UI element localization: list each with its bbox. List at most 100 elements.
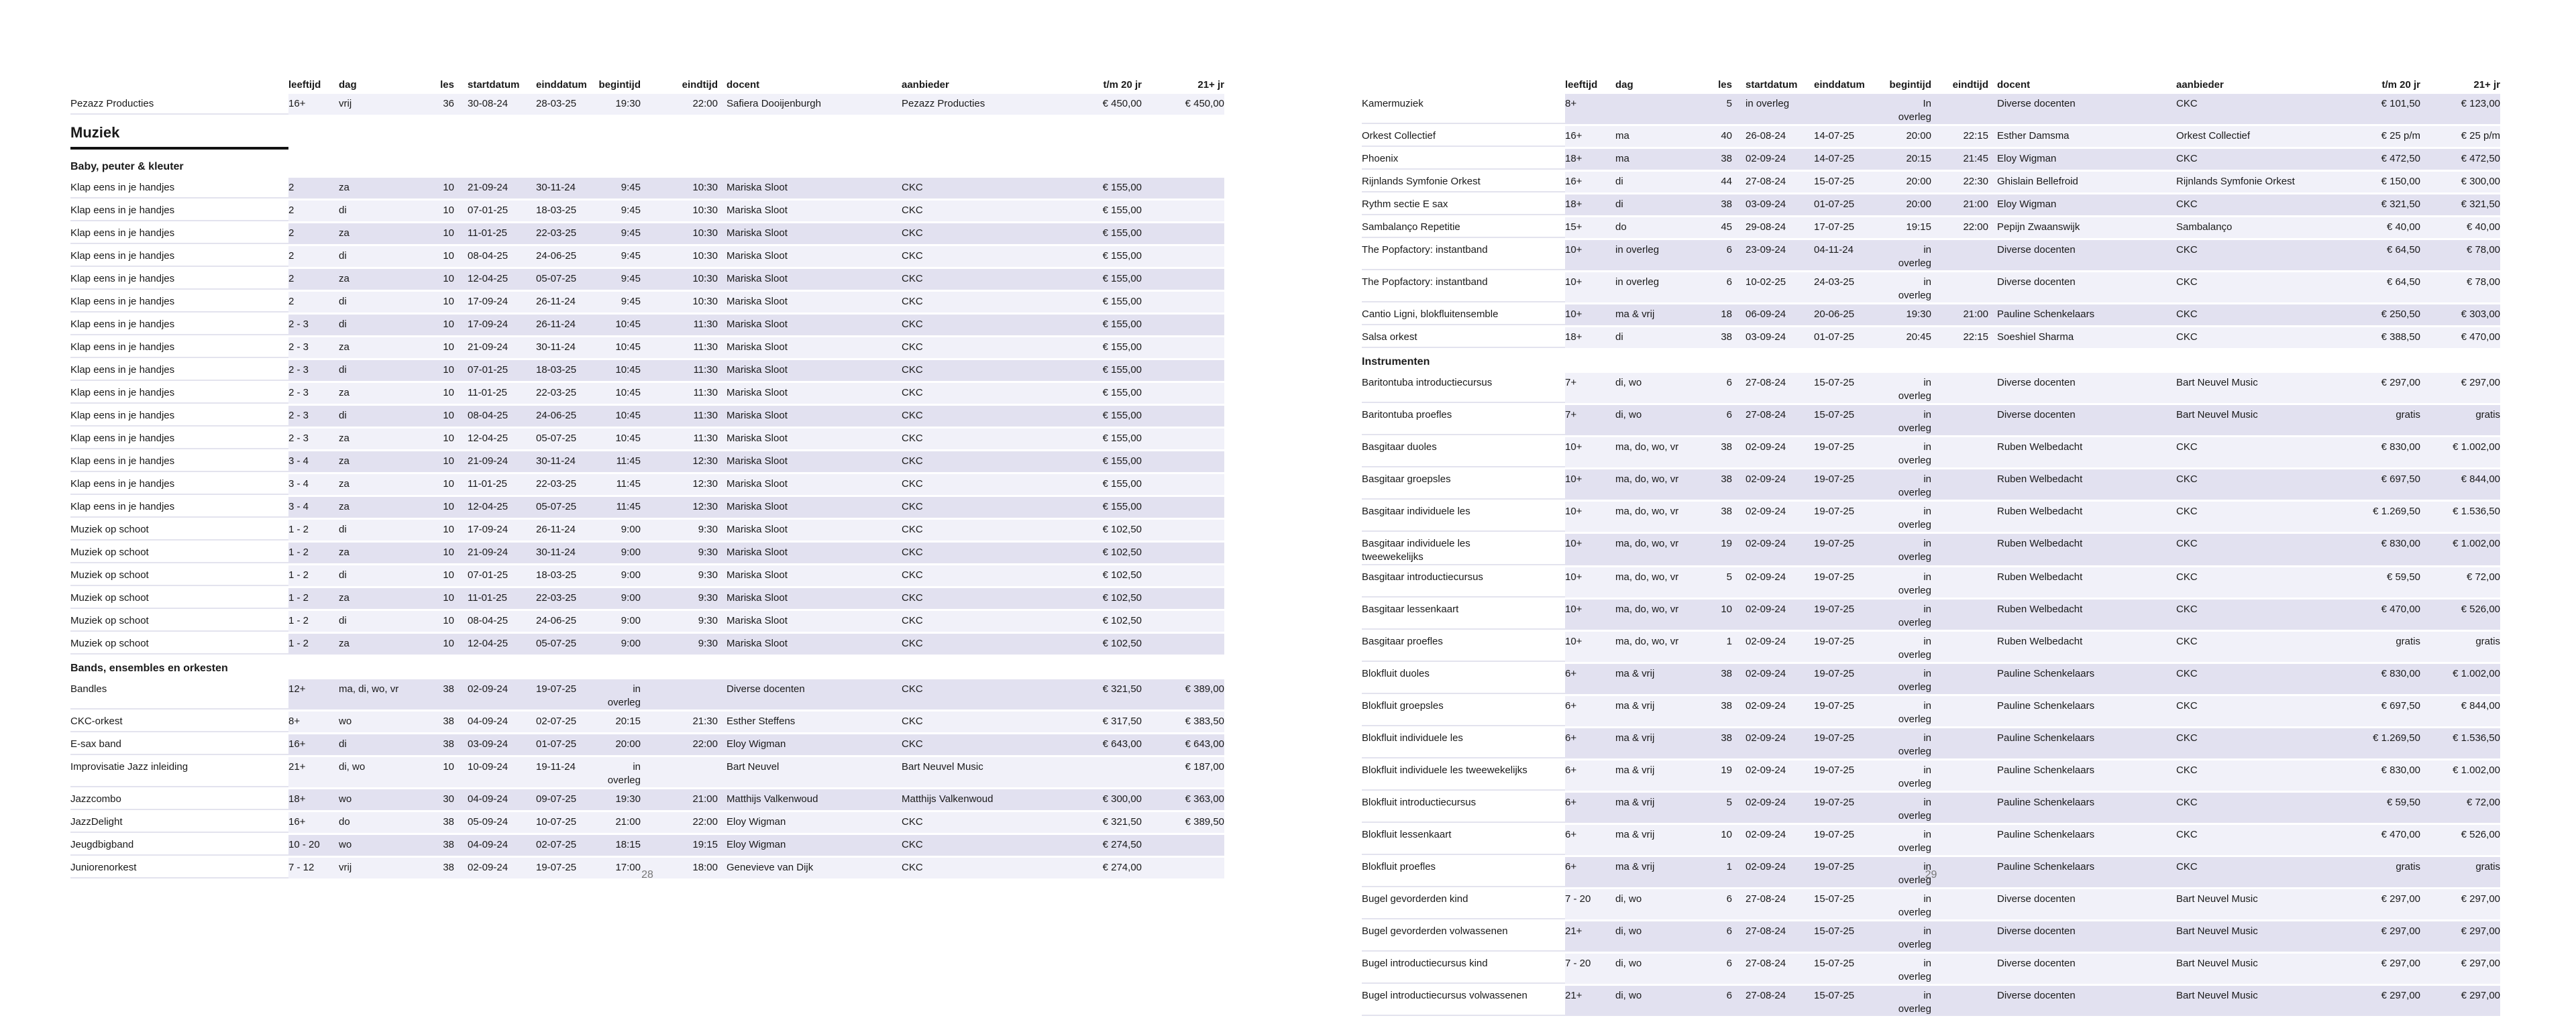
course-name-cell: Klap eens in je handjes <box>70 246 288 267</box>
table-cell: 11:30 <box>646 429 723 449</box>
table-cell: € 526,00 <box>2420 600 2500 630</box>
course-row: Muziek op schoot 1 - 2 za 10 11-01-25 22-03-2… <box>70 588 1224 609</box>
table-cell: 15-07-25 <box>1811 889 1888 919</box>
table-cell: Diverse docenten <box>1994 921 2174 952</box>
table-cell: dag <box>1615 79 1633 91</box>
table-cell: gratis <box>2420 632 2500 662</box>
table-cell: 22:00 <box>646 734 723 755</box>
table-cell <box>1937 534 1994 565</box>
table-cell: aanbieder <box>2176 79 2224 91</box>
table-cell: 21-09-24 <box>460 543 533 563</box>
table-cell: in overleg <box>1888 696 1937 726</box>
table-cell: € 155,00 <box>1031 337 1142 358</box>
table-cell: 19-07-25 <box>1811 664 1888 694</box>
table-cell: ma & vrij <box>1615 304 1690 325</box>
table-cell: Bart Neuvel Music <box>2174 921 2311 952</box>
table-cell: ma & vrij <box>1615 728 1690 758</box>
table-cell: 10 <box>417 201 460 221</box>
table-cell: 6+ <box>1565 857 1615 887</box>
table-cell: di <box>339 734 417 755</box>
table-cell: za <box>339 223 417 244</box>
table-cell: 2 - 3 <box>288 406 339 427</box>
course-row: Bugel introductiecursus volwassenen 21+ di… <box>1362 986 2500 1016</box>
table-cell <box>1937 857 1994 887</box>
table-cell: ma & vrij <box>1615 664 1690 694</box>
table-cell: € 844,00 <box>2420 696 2500 726</box>
table-cell: Mariska Sloot <box>723 292 899 313</box>
table-cell: 17-09-24 <box>460 520 533 541</box>
table-cell <box>1142 292 1224 313</box>
table-cell: za <box>339 497 417 518</box>
table-cell: € 297,00 <box>2311 986 2420 1016</box>
table-cell <box>1937 696 1994 726</box>
table-cell: 19-07-25 <box>533 679 597 710</box>
table-cell: 10:30 <box>646 178 723 199</box>
catalog-page-left: leeftijd dag les startdatum einddatum beginti… <box>70 75 1224 881</box>
table-cell: € 155,00 <box>1031 451 1142 472</box>
table-cell <box>1937 94 1994 124</box>
course-row: Phoenix 18+ ma 38 02-09-24 14-07-25 20:15 21:45… <box>1362 149 2500 170</box>
table-cell: wo <box>339 712 417 732</box>
table-cell: CKC <box>899 292 1031 313</box>
table-cell <box>1142 634 1224 655</box>
table-cell: 36 <box>417 94 460 115</box>
table-cell: € 64,50 <box>2311 240 2420 270</box>
table-cell: ma & vrij <box>1615 857 1690 887</box>
table-cell: Mariska Sloot <box>723 451 899 472</box>
table-cell: € 363,00 <box>1142 789 1224 810</box>
table-cell: CKC <box>899 178 1031 199</box>
table-cell: 10 - 20 <box>288 835 339 856</box>
table-cell: di, wo <box>1615 373 1690 403</box>
table-cell: 02-09-24 <box>460 679 533 710</box>
table-cell: 6 <box>1690 954 1737 984</box>
course-name-cell: Phoenix <box>1362 149 1565 170</box>
table-cell: 15-07-25 <box>1811 921 1888 952</box>
table-cell: begintijd <box>1889 79 1932 91</box>
table-cell: 19-07-25 <box>533 858 597 879</box>
table-cell: 1 - 2 <box>288 588 339 609</box>
table-cell: 02-09-24 <box>1737 696 1811 726</box>
table-cell: € 389,50 <box>1142 812 1224 833</box>
table-cell: 07-01-25 <box>460 201 533 221</box>
table-cell: € 643,00 <box>1031 734 1142 755</box>
table-cell: 11:30 <box>646 360 723 381</box>
table-cell <box>1937 664 1994 694</box>
course-name-cell: CKC-orkest <box>70 712 288 732</box>
course-row: Basgitaar proefles 10+ ma, do, wo, vr 1 02-0… <box>1362 632 2500 662</box>
table-cell: 6 <box>1690 921 1737 952</box>
table-cell: € 830,00 <box>2311 760 2420 791</box>
table-cell: Mariska Sloot <box>723 201 899 221</box>
table-cell: 22-03-25 <box>533 588 597 609</box>
table-cell: CKC <box>899 712 1031 732</box>
course-name-cell: Klap eens in je handjes <box>70 223 288 244</box>
table-cell: 12-04-25 <box>460 269 533 290</box>
table-cell: 9:30 <box>646 565 723 586</box>
table-cell: aanbieder <box>902 79 949 91</box>
table-cell: 02-09-24 <box>1737 857 1811 887</box>
table-cell: 1 <box>1690 857 1737 887</box>
table-cell: 27-08-24 <box>1737 954 1811 984</box>
table-cell: € 274,50 <box>1031 835 1142 856</box>
table-cell: di, wo <box>1615 889 1690 919</box>
table-cell: wo <box>339 789 417 810</box>
course-name-cell: Rijnlands Symfonie Orkest <box>1362 172 1565 192</box>
table-cell: 02-09-24 <box>1737 825 1811 855</box>
table-cell: 1 - 2 <box>288 520 339 541</box>
table-cell: Mariska Sloot <box>723 565 899 586</box>
table-cell: 3 - 4 <box>288 474 339 495</box>
table-cell: 30-11-24 <box>533 337 597 358</box>
table-cell: 02-09-24 <box>1737 502 1811 532</box>
table-cell: 27-08-24 <box>1737 921 1811 952</box>
table-cell: gratis <box>2311 405 2420 435</box>
table-cell: Genevieve van Dijk <box>723 858 899 879</box>
table-cell: 22:30 <box>1937 172 1994 192</box>
table-cell: 21-09-24 <box>460 337 533 358</box>
table-cell: 02-09-24 <box>1737 760 1811 791</box>
table-cell: Ruben Welbedacht <box>1994 534 2174 565</box>
table-cell: 19-07-25 <box>1811 502 1888 532</box>
table-cell <box>1142 543 1224 563</box>
table-cell: Mariska Sloot <box>723 634 899 655</box>
table-cell: € 470,00 <box>2311 825 2420 855</box>
table-cell: 2 - 3 <box>288 315 339 335</box>
table-cell: 9:45 <box>597 223 646 244</box>
